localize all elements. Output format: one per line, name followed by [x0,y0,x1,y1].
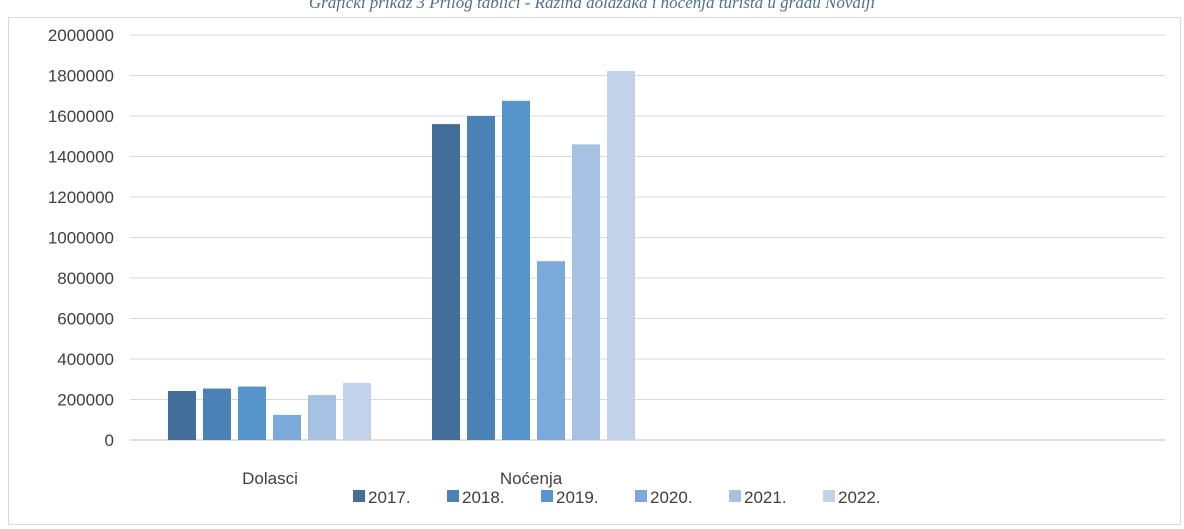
chart-title: Grafički prikaz 3 Prilog tablici - Razin… [308,0,876,12]
x-category-label: Dolasci [242,469,298,488]
legend-swatch [823,490,835,502]
y-tick-label: 1000000 [48,229,114,248]
chart-border [8,17,1181,525]
bar-noenja-2018 [467,116,495,440]
gridlines [130,34,1165,441]
legend-swatch [729,490,741,502]
bar-noenja-2017 [432,124,460,440]
y-axis: 0 200000 400000 600000 800000 1000000 1200000 1… [48,26,114,450]
bar-dolasci-2021 [308,395,336,440]
y-tick-label: 1800000 [48,67,114,86]
y-tick-label: 1200000 [48,188,114,207]
legend-swatch [353,490,365,502]
bar-noenja-2020 [537,261,565,440]
bar-noenja-2019 [502,100,530,440]
legend-swatch [541,490,553,502]
y-tick-label: 400000 [57,350,114,369]
bar-dolasci-2019 [238,386,266,440]
y-tick-label: 0 [105,431,114,450]
y-tick-label: 800000 [57,269,114,288]
legend-label: 2019. [556,488,599,507]
bar-dolasci-2020 [273,414,301,440]
y-tick-label: 1400000 [48,148,114,167]
x-category-label: Noćenja [500,469,563,488]
bars [168,71,635,441]
x-axis: Dolasci Noćenja [242,469,563,488]
legend-swatch [635,490,647,502]
legend-label: 2017. [368,488,411,507]
legend-label: 2021. [744,488,787,507]
y-tick-label: 2000000 [48,26,114,45]
bar-noenja-2022 [607,71,635,441]
bar-dolasci-2018 [203,388,231,440]
y-tick-label: 600000 [57,310,114,329]
bar-dolasci-2022 [343,382,371,440]
y-tick-label: 200000 [57,391,114,410]
y-tick-label: 1600000 [48,107,114,126]
bar-dolasci-2017 [168,390,196,440]
legend-label: 2022. [838,488,881,507]
bar-noenja-2021 [572,144,600,440]
legend-label: 2018. [462,488,505,507]
legend: 2017. 2018. 2019. 2020. 2021. 2022. [353,488,881,507]
legend-swatch [447,490,459,502]
legend-label: 2020. [650,488,693,507]
